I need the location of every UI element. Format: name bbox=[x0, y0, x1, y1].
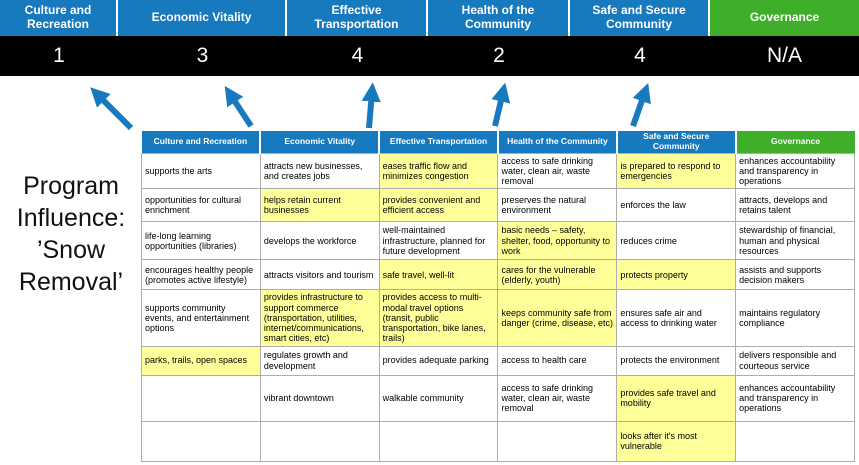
matrix-cell: develops the workforce bbox=[259, 221, 380, 261]
table-row: supports community events, and entertain… bbox=[141, 289, 855, 347]
table-row: opportunities for cultural enrichment hel… bbox=[141, 188, 855, 223]
matrix-header-cell: Culture and Recreation bbox=[141, 131, 262, 153]
matrix-cell: well-maintained infrastructure, planned … bbox=[378, 221, 499, 261]
category-cell: Governance bbox=[710, 0, 859, 36]
matrix-cell bbox=[141, 420, 261, 462]
matrix-cell: provides infrastructure to support comme… bbox=[259, 289, 380, 347]
matrix-header-cell: Effective Transportation bbox=[379, 131, 499, 153]
score-value: 1 bbox=[53, 44, 65, 67]
matrix-cell: enhances accountability and transparency… bbox=[735, 152, 855, 190]
matrix-header-row: Culture and Recreation Economic Vitality E… bbox=[141, 131, 855, 153]
matrix-cell: attracts new businesses, and creates job… bbox=[259, 152, 380, 190]
matrix-cell: parks, trails, open spaces bbox=[141, 345, 261, 376]
table-row: encourages healthy people (promotes acti… bbox=[141, 259, 855, 291]
score-band: 1 3 4 2 4 N/A bbox=[0, 36, 859, 76]
up-arrow-icon bbox=[630, 82, 651, 127]
matrix-cell: access to safe drinking water, clean air… bbox=[497, 152, 618, 190]
matrix-cell: provides convenient and efficient access bbox=[378, 188, 499, 223]
influence-matrix-table: Culture and Recreation Economic Vitality E… bbox=[141, 131, 855, 462]
program-influence-label: Program Influence: ’Snow Removal’ bbox=[16, 172, 126, 296]
matrix-cell: regulates growth and development bbox=[259, 345, 380, 376]
matrix-cell: reduces crime bbox=[616, 221, 737, 261]
matrix-cell: looks after it's most vulnerable bbox=[616, 420, 737, 462]
category-cell: Economic Vitality bbox=[118, 0, 287, 36]
matrix-cell: enforces the law bbox=[616, 188, 737, 223]
category-cell: Health of the Community bbox=[428, 0, 570, 36]
up-arrow-icon bbox=[90, 87, 134, 131]
matrix-cell: assists and supports decision makers bbox=[735, 259, 855, 291]
matrix-cell: safe travel, well-lit bbox=[378, 259, 499, 291]
table-row: parks, trails, open spaces regulates grow… bbox=[141, 345, 855, 376]
matrix-cell: vibrant downtown bbox=[259, 374, 380, 422]
matrix-header-cell: Safe and Secure Community bbox=[616, 131, 737, 153]
matrix-cell: life-long learning opportunities (librar… bbox=[141, 221, 261, 261]
matrix-cell: provides safe travel and mobility bbox=[616, 374, 737, 422]
matrix-cell: delivers responsible and courteous servi… bbox=[735, 345, 855, 376]
score-value: 4 bbox=[634, 44, 646, 67]
matrix-header-cell: Economic Vitality bbox=[260, 131, 381, 153]
matrix-cell: attracts visitors and tourism bbox=[259, 259, 380, 291]
table-row: looks after it's most vulnerable bbox=[141, 420, 855, 462]
table-row: supports the arts attracts new businesses… bbox=[141, 152, 855, 190]
category-cell: Safe and Secure Community bbox=[570, 0, 710, 36]
table-row: vibrant downtown walkable community access… bbox=[141, 374, 855, 422]
matrix-cell bbox=[259, 420, 380, 462]
arrows-layer bbox=[90, 82, 651, 131]
matrix-cell: eases traffic flow and minimizes congest… bbox=[378, 152, 499, 190]
table-row: life-long learning opportunities (librar… bbox=[141, 221, 855, 261]
matrix-cell: helps retain current businesses bbox=[259, 188, 380, 223]
up-arrow-icon bbox=[224, 85, 254, 128]
up-arrow-icon bbox=[491, 82, 511, 127]
matrix-cell bbox=[378, 420, 499, 462]
matrix-cell: ensures safe air and access to drinking … bbox=[616, 289, 737, 347]
matrix-cell: protects property bbox=[616, 259, 737, 291]
score-value: 2 bbox=[493, 44, 505, 67]
matrix-cell: preserves the natural environment bbox=[497, 188, 618, 223]
up-arrow-icon bbox=[361, 82, 381, 129]
matrix-cell: encourages healthy people (promotes acti… bbox=[141, 259, 261, 291]
matrix-cell: access to health care bbox=[497, 345, 618, 376]
matrix-cell: is prepared to respond to emergencies bbox=[616, 152, 737, 190]
matrix-cell: supports the arts bbox=[141, 152, 261, 190]
category-cell: Effective Transportation bbox=[287, 0, 428, 36]
matrix-cell bbox=[497, 420, 618, 462]
matrix-cell: attracts, develops and retains talent bbox=[735, 188, 855, 223]
matrix-header-cell: Governance bbox=[735, 131, 855, 153]
score-value: 4 bbox=[351, 44, 364, 67]
matrix-cell: walkable community bbox=[378, 374, 499, 422]
matrix-cell: protects the environment bbox=[616, 345, 737, 376]
matrix-cell: access to safe drinking water, clean air… bbox=[497, 374, 618, 422]
score-value: N/A bbox=[766, 44, 802, 67]
matrix-cell: enhances accountability and transparency… bbox=[735, 374, 855, 422]
matrix-body: supports the arts attracts new businesses… bbox=[141, 152, 855, 462]
matrix-cell bbox=[141, 374, 261, 422]
matrix-cell: basic needs – safety, shelter, food, opp… bbox=[497, 221, 618, 261]
matrix-cell bbox=[735, 420, 855, 462]
score-value: 3 bbox=[196, 44, 209, 67]
matrix-cell: maintains regulatory compliance bbox=[735, 289, 855, 347]
matrix-cell: provides adequate parking bbox=[378, 345, 499, 376]
matrix-cell: cares for the vulnerable (elderly, youth… bbox=[497, 259, 618, 291]
matrix-cell: supports community events, and entertain… bbox=[141, 289, 261, 347]
category-band: Culture and Recreation Economic Vitality E… bbox=[0, 0, 859, 36]
matrix-cell: stewardship of financial, human and phys… bbox=[735, 221, 855, 261]
matrix-cell: keeps community safe from danger (crime,… bbox=[497, 289, 618, 347]
matrix-cell: opportunities for cultural enrichment bbox=[141, 188, 261, 223]
category-cell: Culture and Recreation bbox=[0, 0, 118, 36]
matrix-cell: provides access to multi-modal travel op… bbox=[378, 289, 499, 347]
matrix-header-cell: Health of the Community bbox=[497, 131, 618, 153]
